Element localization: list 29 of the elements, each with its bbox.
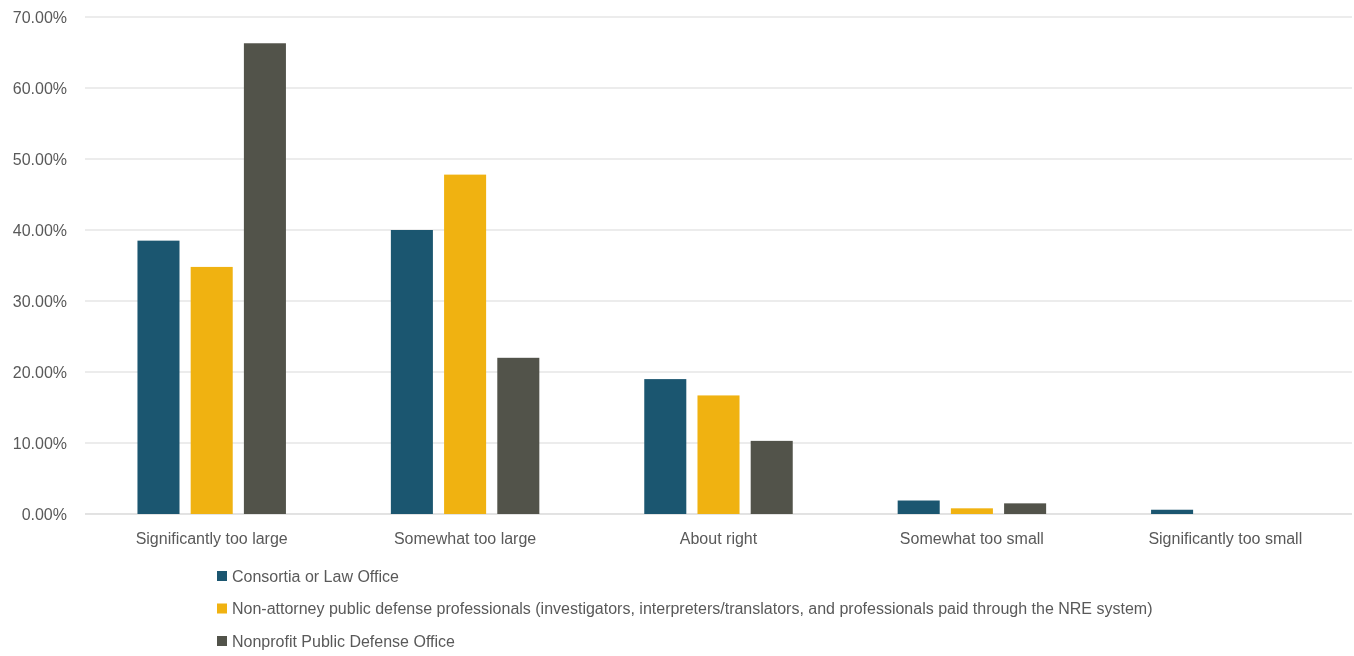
y-tick-label: 20.00% (12, 363, 67, 381)
bar (644, 379, 687, 514)
legend-label: Consortia or Law Office (232, 567, 399, 585)
bar (390, 230, 433, 514)
bar (950, 508, 993, 514)
bar (243, 43, 286, 514)
bar (137, 240, 180, 514)
bar (497, 357, 540, 514)
y-tick-label: 40.00% (12, 221, 67, 239)
bar (1151, 509, 1194, 514)
y-tick-label: 30.00% (12, 292, 67, 310)
legend-label: Non-attorney public defense professionals (investigators, interpreters/translators, and professionals paid through the NRE system) (232, 600, 1153, 618)
x-tick-label: Significantly too small (1148, 529, 1303, 547)
legend-label: Nonprofit Public Defense Office (232, 632, 456, 650)
bar (190, 266, 233, 514)
bar (897, 500, 940, 514)
bar (1004, 503, 1047, 514)
bar (444, 174, 487, 514)
x-tick-label: Somewhat too small (899, 529, 1044, 547)
y-tick-label: 0.00% (21, 505, 67, 523)
x-tick-label: Somewhat too large (393, 529, 537, 547)
bar (750, 440, 793, 514)
y-tick-label: 70.00% (12, 8, 67, 26)
x-tick-label: Significantly too large (135, 529, 288, 547)
y-tick-label: 60.00% (12, 79, 67, 97)
x-tick-label: About right (679, 529, 758, 547)
bar (697, 395, 740, 514)
y-tick-label: 10.00% (12, 434, 67, 452)
y-tick-label: 50.00% (12, 150, 67, 168)
